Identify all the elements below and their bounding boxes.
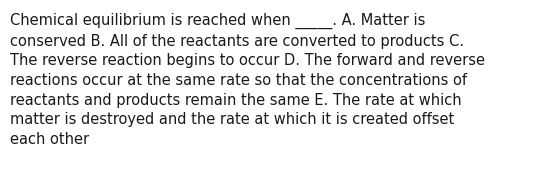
Text: Chemical equilibrium is reached when _____. A. Matter is
conserved B. All of the: Chemical equilibrium is reached when ___… bbox=[10, 13, 485, 147]
